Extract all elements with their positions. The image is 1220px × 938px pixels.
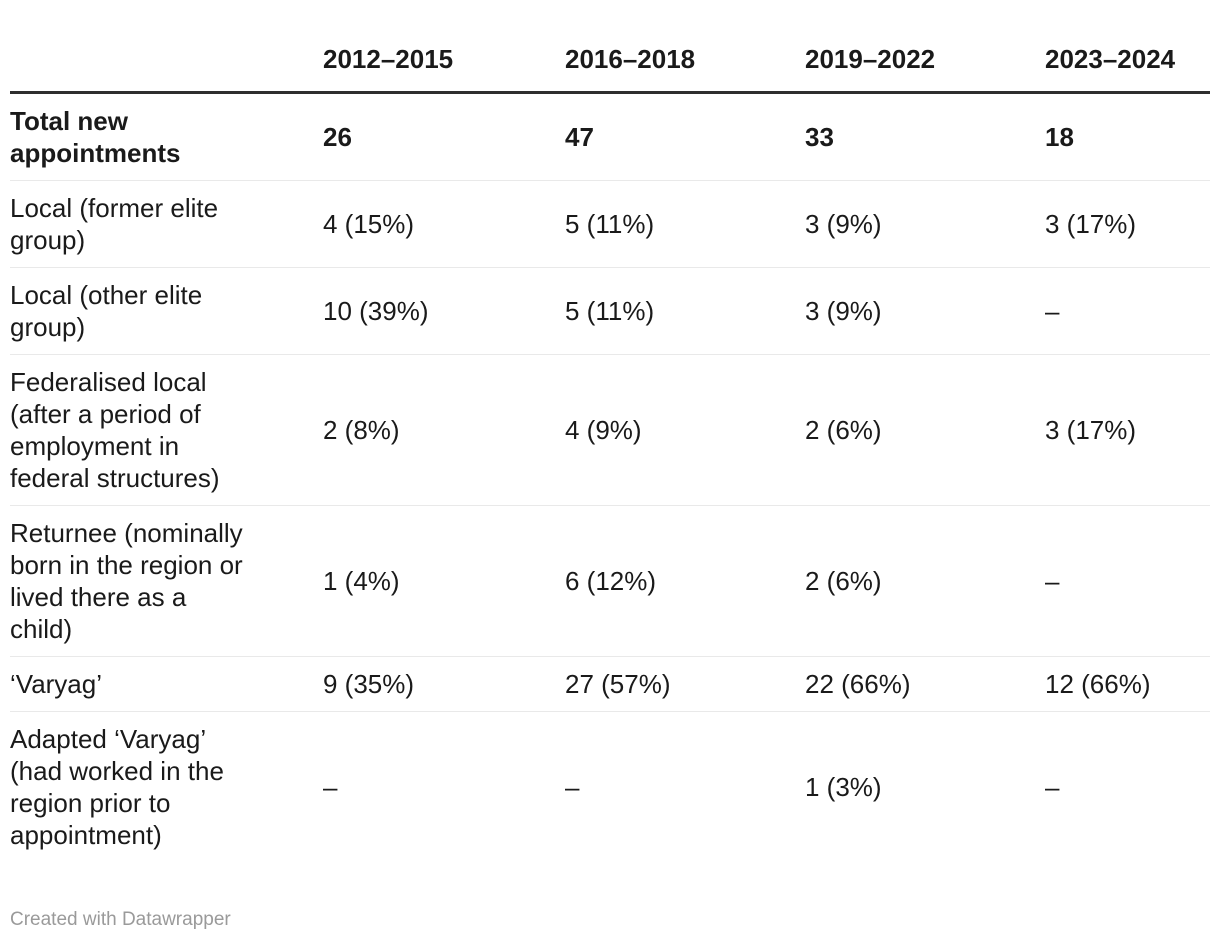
cell-value: 10 (39%) [323,267,565,355]
row-label: Federalised local (after a period of emp… [10,354,323,506]
cell-value: 3 (9%) [805,267,1045,355]
cell-value: 4 (15%) [323,180,565,268]
cell-value: – [1045,772,1060,802]
column-header: 2019–2022 [805,26,1045,94]
cell-value: – [1045,505,1210,657]
cell-value: 26 [323,92,565,181]
corner-header [10,26,323,94]
row-label: Local (former elite group) [10,180,323,268]
table-row: Local (other elite group) 10 (39%) 5 (11%)… [10,267,1210,355]
cell-value: 2 (6%) [805,354,1045,506]
cell-value: 47 [565,92,805,181]
table-row: ‘Varyag’ 9 (35%) 27 (57%) 22 (66%) 12 (66%) [10,656,1210,712]
cell-value: – [323,772,338,802]
cell-value: 5 (11%) [565,180,805,268]
cell-value: – [1045,267,1210,355]
cell-value: 4 (9%) [565,354,805,506]
data-table: 2012–2015 2016–2018 2019–2022 2023–2024 Tot… [10,26,1210,862]
cell-value: 6 (12%) [565,505,805,657]
cell-value: 1 (3%) [805,772,882,802]
cell-value: 22 (66%) [805,656,1045,712]
row-label: ‘Varyag’ [10,656,323,712]
column-header: 2012–2015 [323,26,565,94]
attribution-link[interactable]: Created with Datawrapper [10,909,231,930]
cell-value: 2 (6%) [805,505,1045,657]
table-row: Returnee (nominally born in the region o… [10,505,1210,657]
row-label: Total new appointments [10,92,323,181]
cell-value: 5 (11%) [565,267,805,355]
cell-value: 12 (66%) [1045,656,1210,712]
table-row: Adapted ‘Varyag’ (had worked in the regi… [10,712,1210,863]
cell-value: 1 (4%) [323,505,565,657]
cell-value: 2 (8%) [323,354,565,506]
cell-value: 27 (57%) [565,656,805,712]
attribution: Created with Datawrapper [10,908,1210,932]
table-row: Federalised local (after a period of emp… [10,354,1210,506]
cell-value: 3 (9%) [805,180,1045,268]
table-row: Local (former elite group) 4 (15%) 5 (11%)… [10,180,1210,268]
cell-value: 3 (17%) [1045,180,1210,268]
cell-value: 3 (17%) [1045,354,1210,506]
cell-value: 33 [805,92,1045,181]
row-label: Adapted ‘Varyag’ (had worked in the regi… [10,724,224,850]
row-label: Local (other elite group) [10,267,323,355]
column-header: 2023–2024 [1045,26,1210,94]
column-header: 2016–2018 [565,26,805,94]
table-row: Total new appointments 26 47 33 18 [10,92,1210,181]
cell-value: – [565,772,580,802]
cell-value: 18 [1045,92,1210,181]
cell-value: 9 (35%) [323,656,565,712]
row-label: Returnee (nominally born in the region o… [10,505,323,657]
header-row: 2012–2015 2016–2018 2019–2022 2023–2024 [10,26,1210,94]
